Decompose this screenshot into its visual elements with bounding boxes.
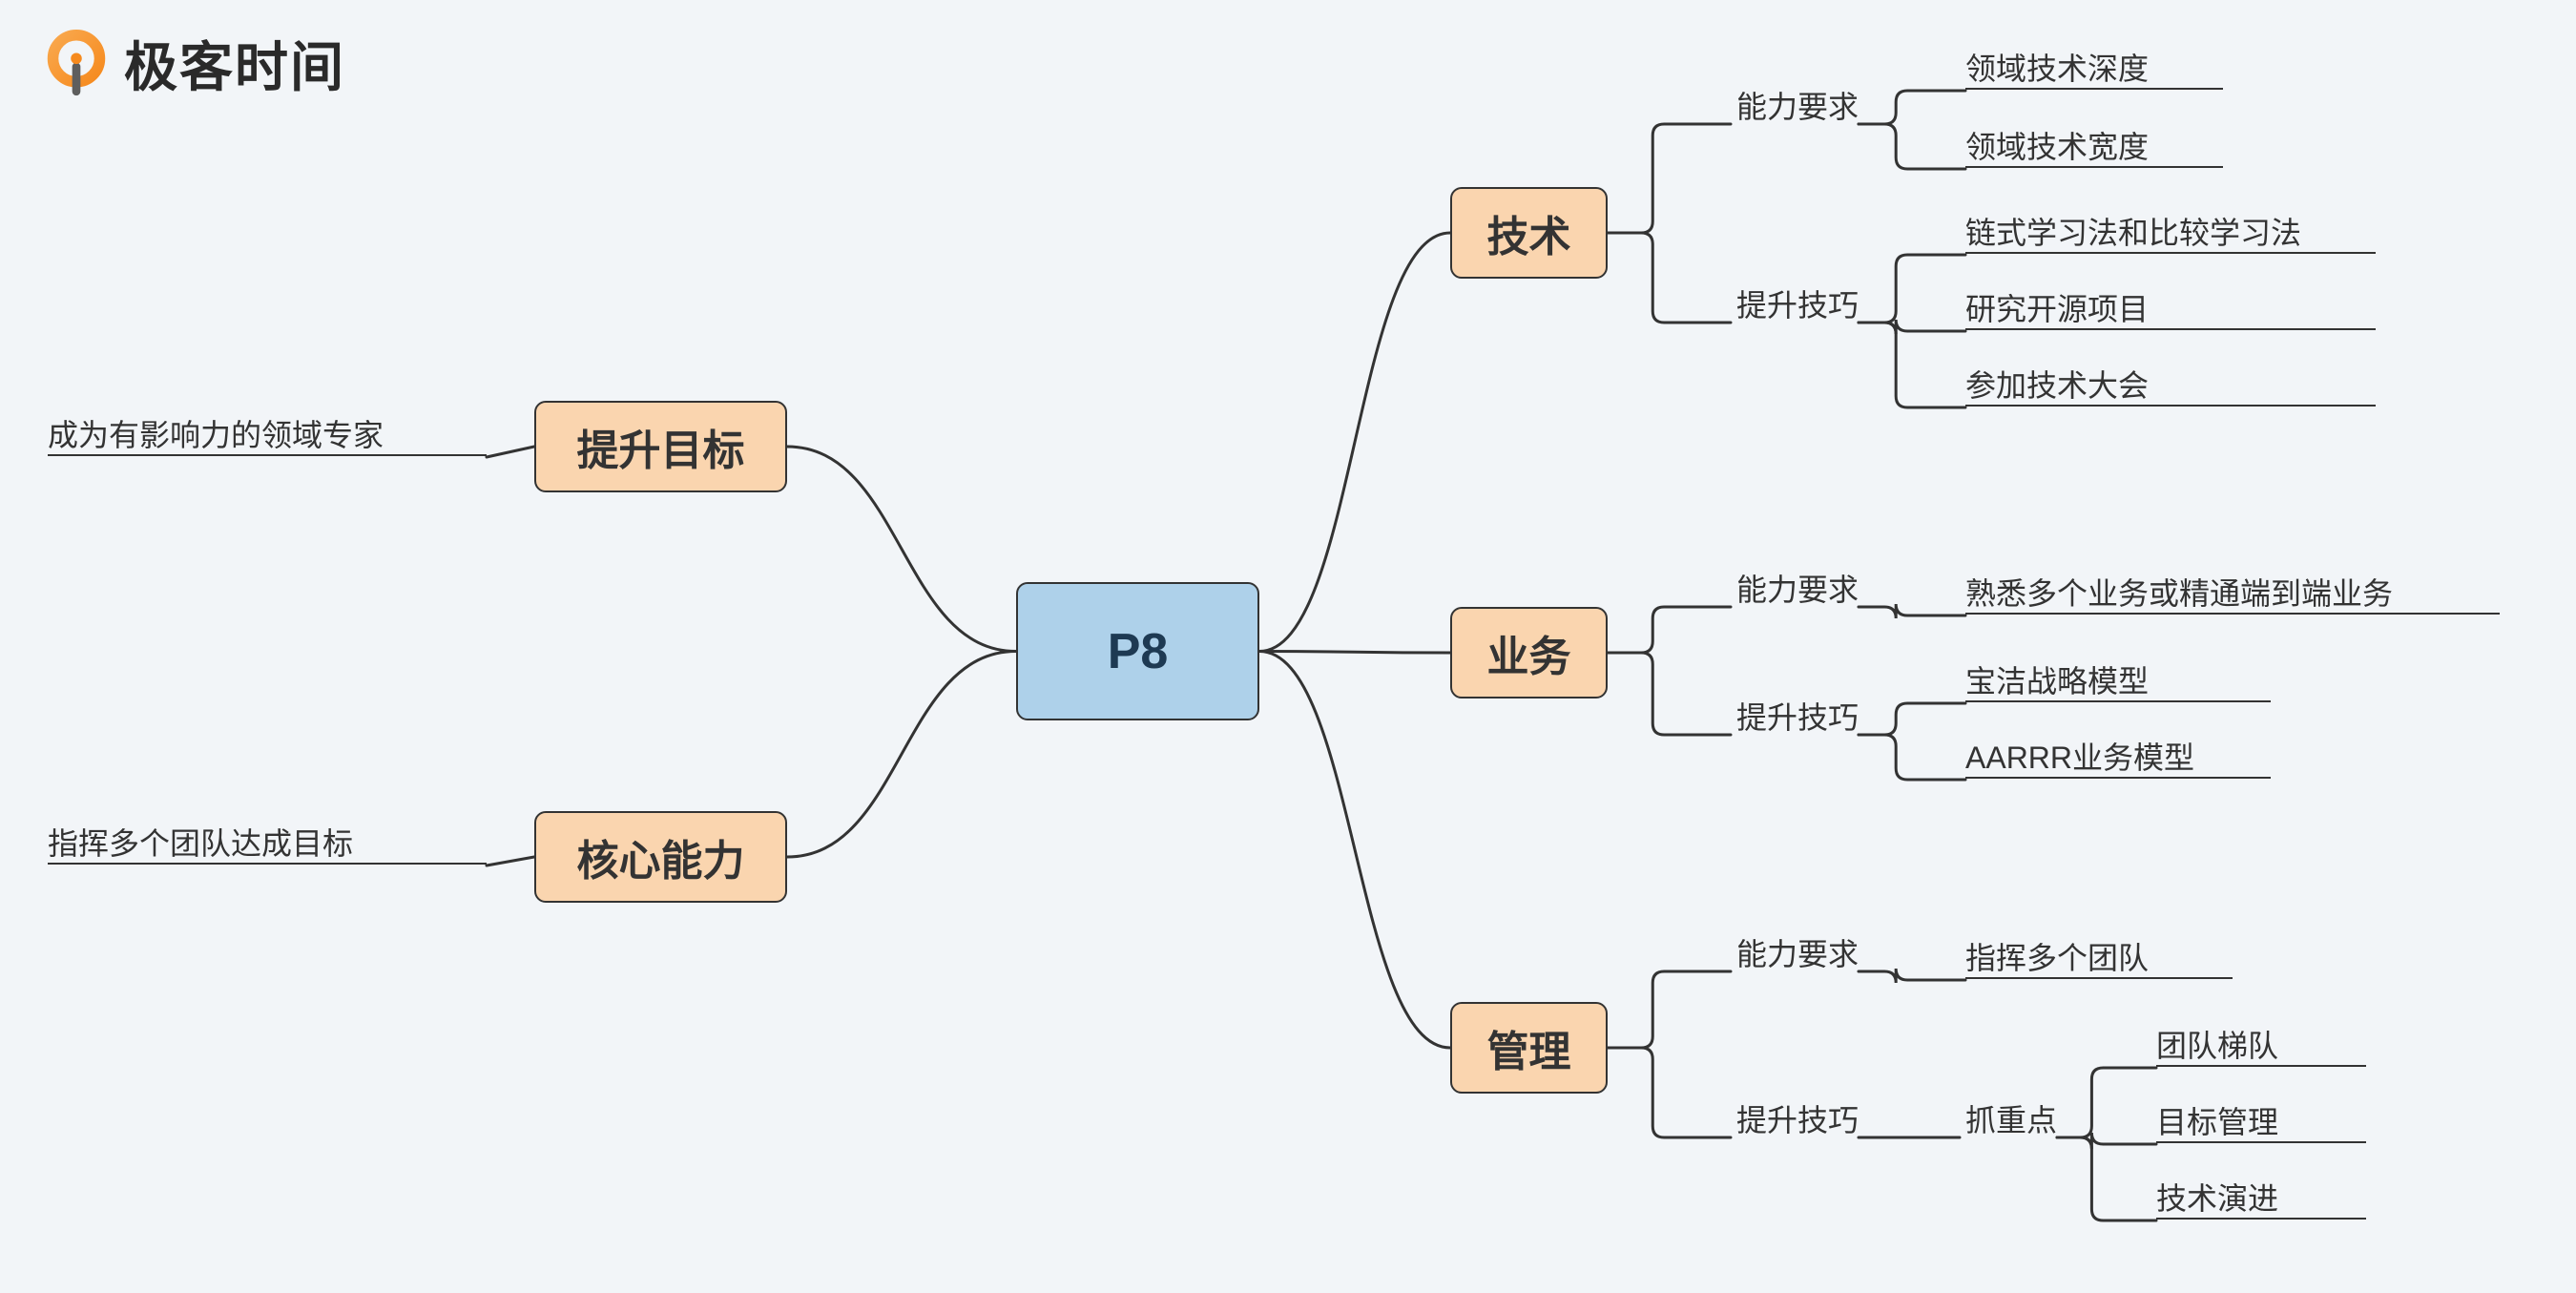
logo-text: 极客时间: [124, 25, 345, 102]
logo-mark-icon: [42, 30, 111, 98]
leaf-tech-0-1: 领域技术宽度: [1965, 124, 2223, 168]
group-title-biz-0: 能力要求: [1736, 569, 1859, 607]
leaf-tech-1-1: 研究开源项目: [1965, 286, 2376, 330]
group-title-biz-1: 提升技巧: [1736, 697, 1859, 735]
root-node: P8: [1016, 582, 1259, 720]
group-title-tech-1: 提升技巧: [1736, 284, 1859, 323]
left-leaf-goal: 成为有影响力的领域专家: [48, 412, 487, 456]
left-leaf-core: 指挥多个团队达成目标: [48, 821, 487, 865]
mindmap-stage: 极客时间 P8提升目标成为有影响力的领域专家核心能力指挥多个团队达成目标技术能力…: [0, 0, 2576, 1293]
group-title-mgmt-0: 能力要求: [1736, 933, 1859, 971]
group-title-mgmt-1: 提升技巧: [1736, 1099, 1859, 1137]
subgroup-title-mgmt-1: 抓重点: [1965, 1099, 2057, 1137]
right-node-tech: 技术: [1450, 187, 1608, 279]
leaf-tech-0-0: 领域技术深度: [1965, 46, 2223, 90]
group-title-tech-0: 能力要求: [1736, 86, 1859, 124]
leaf-tech-1-2: 参加技术大会: [1965, 363, 2376, 407]
leaf-biz-0-0: 熟悉多个业务或精通端到端业务: [1965, 571, 2500, 615]
right-node-biz: 业务: [1450, 607, 1608, 699]
left-node-goal: 提升目标: [534, 401, 787, 492]
leaf-mgmt-1-sub-0: 团队梯队: [2156, 1023, 2366, 1067]
leaf-biz-1-1: AARRR业务模型: [1965, 735, 2271, 779]
leaf-mgmt-0-0: 指挥多个团队: [1965, 935, 2233, 979]
left-node-core: 核心能力: [534, 811, 787, 903]
leaf-tech-1-0: 链式学习法和比较学习法: [1965, 210, 2376, 254]
right-node-mgmt: 管理: [1450, 1002, 1608, 1094]
leaf-biz-1-0: 宝洁战略模型: [1965, 658, 2271, 702]
leaf-mgmt-1-sub-2: 技术演进: [2156, 1176, 2366, 1220]
leaf-mgmt-1-sub-1: 目标管理: [2156, 1099, 2366, 1143]
brand-logo: 极客时间: [42, 25, 345, 102]
